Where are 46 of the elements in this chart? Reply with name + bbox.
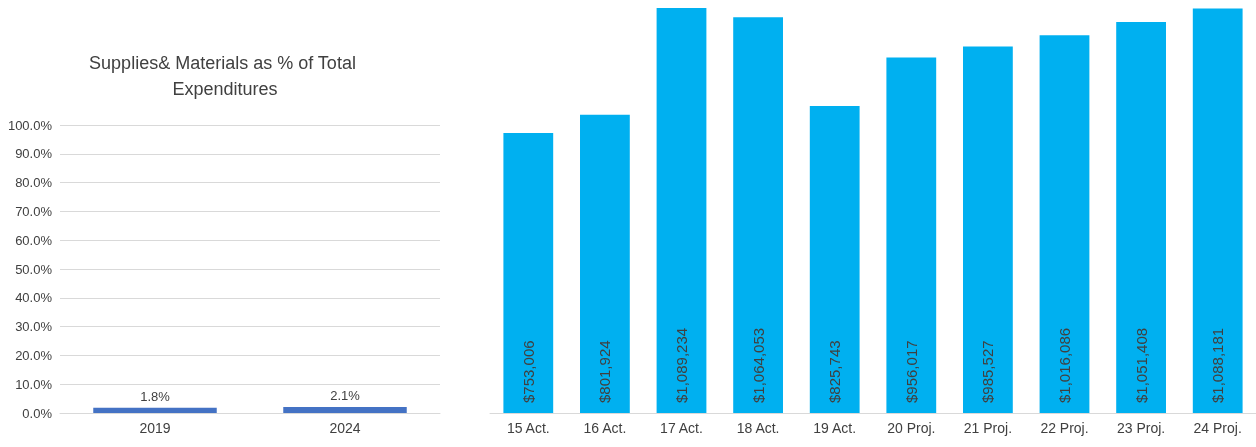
y-tick-label: 90.0% (15, 146, 53, 162)
data-label: $801,924 (596, 340, 614, 403)
bar (733, 17, 783, 413)
bar (1039, 35, 1090, 413)
x-tick-label: 20 Proj. (887, 420, 936, 436)
x-tick-label: 2024 (329, 420, 361, 436)
bar (656, 8, 707, 413)
y-tick-label: 50.0% (15, 261, 53, 277)
data-label: $753,006 (519, 340, 537, 403)
y-tick-label: 0.0% (22, 405, 53, 421)
data-label: $985,527 (979, 340, 997, 403)
x-tick-label: 16 Act. (583, 420, 627, 436)
x-tick-label: 17 Act. (660, 420, 703, 436)
x-tick-label: 19 Act. (813, 420, 857, 436)
data-label: 1.8% (140, 388, 171, 404)
x-tick-label: 23 Proj. (1116, 420, 1166, 436)
bar (1116, 22, 1166, 413)
x-tick-label: 21 Proj. (963, 420, 1013, 436)
y-tick-label: 30.0% (15, 319, 53, 335)
data-label: $825,743 (826, 340, 844, 403)
bar (580, 114, 630, 413)
y-tick-label: 10.0% (15, 376, 53, 392)
bar (503, 133, 554, 413)
bar (886, 57, 937, 413)
data-label: $1,016,086 (1056, 327, 1073, 403)
data-label: $1,088,181 (1209, 327, 1227, 403)
x-tick-label: 18 Act. (736, 420, 780, 436)
data-label: $1,051,408 (1132, 327, 1150, 403)
x-tick-label: 15 Act. (506, 420, 550, 436)
data-label: 2.1% (330, 387, 361, 403)
y-tick-label: 20.0% (15, 347, 53, 363)
x-tick-label: 22 Proj. (1040, 420, 1089, 436)
y-tick-label: 40.0% (15, 290, 53, 306)
y-tick-label: 70.0% (15, 203, 53, 219)
y-tick-label: 60.0% (15, 232, 53, 248)
bar (963, 46, 1013, 413)
chart-title: Supplies& Materials as % of Total Expenditures (89, 53, 361, 99)
x-tick-label: 2019 (139, 420, 171, 436)
bar (1192, 8, 1243, 413)
data-label: $1,064,053 (749, 327, 767, 403)
y-tick-label: 80.0% (15, 175, 53, 191)
bar (809, 105, 860, 413)
x-tick-label: 24 Proj. (1193, 420, 1242, 436)
data-label: $1,089,234 (673, 327, 690, 403)
data-label: $956,017 (902, 340, 920, 403)
y-tick-label: 100.0% (7, 117, 53, 133)
